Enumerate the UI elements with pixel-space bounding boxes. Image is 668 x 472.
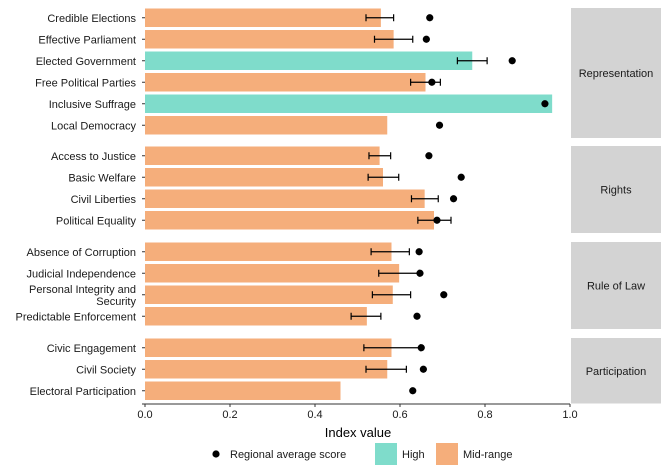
legend-high-label: High [402, 449, 425, 461]
category-label: Free Political Parties [35, 77, 136, 89]
regional-average-point [440, 291, 448, 299]
bar [145, 264, 400, 283]
bar [145, 146, 380, 165]
bar [145, 8, 381, 27]
facet-strip-label: Rights [600, 185, 632, 197]
regional-average-point [433, 216, 441, 224]
bar [145, 168, 383, 187]
facet-strip [571, 8, 661, 138]
regional-average-point [413, 312, 421, 320]
category-label: Predictable Enforcement [16, 311, 136, 323]
regional-average-point [416, 269, 424, 277]
bar [145, 285, 393, 304]
bar [145, 307, 367, 326]
regional-average-point [425, 152, 433, 160]
category-label: Access to Justice [51, 151, 136, 163]
legend-midrange-label: Mid-range [463, 449, 513, 461]
regional-average-point [457, 173, 465, 181]
bar [145, 360, 388, 379]
x-tick-label: 0.0 [137, 409, 152, 421]
regional-average-point [508, 57, 516, 65]
regional-average-point [435, 121, 444, 129]
legend-high-swatch [375, 443, 397, 465]
category-label: Civil Society [76, 364, 136, 376]
legend-avg-swatch [212, 450, 220, 458]
regional-average-point [419, 365, 427, 373]
x-tick-label: 0.2 [222, 409, 237, 421]
regional-average-point [428, 78, 436, 86]
legend-midrange-swatch [436, 443, 458, 465]
category-label: Credible Elections [47, 13, 136, 25]
facet-strip [571, 242, 661, 329]
category-label: Civil Liberties [71, 194, 137, 206]
regional-average-point [541, 100, 549, 108]
regional-average-point [426, 14, 434, 22]
bar [145, 381, 341, 400]
x-tick-label: 0.6 [392, 409, 407, 421]
facet-strip [571, 146, 661, 233]
bar [145, 211, 434, 230]
bar [145, 242, 392, 261]
category-label: Local Democracy [51, 120, 136, 132]
x-tick-label: 0.4 [307, 409, 322, 421]
category-label: Personal Integrity and Security [29, 284, 137, 308]
category-label: Judicial Independence [27, 268, 136, 280]
category-label: Elected Government [36, 56, 136, 68]
bar [145, 338, 392, 357]
x-tick-label: 0.8 [477, 409, 492, 421]
x-tick-label: 1.0 [562, 409, 577, 421]
regional-average-point [415, 248, 423, 256]
facet-strip-label: Participation [586, 366, 647, 378]
regional-average-point [409, 387, 417, 395]
category-label: Absence of Corruption [27, 247, 136, 259]
bar [145, 30, 394, 49]
category-label: Effective Parliament [38, 34, 136, 46]
category-label: Civic Engagement [47, 343, 136, 355]
facet-strip [571, 338, 661, 404]
bar [145, 189, 425, 208]
x-axis-title: Index value [325, 425, 392, 440]
bar [145, 51, 473, 70]
legend-avg-label: Regional average score [230, 449, 346, 461]
category-label: Political Equality [56, 215, 137, 227]
regional-average-point [422, 35, 430, 43]
bar [145, 116, 388, 135]
category-label: Electoral Participation [30, 386, 136, 398]
regional-average-point [417, 344, 425, 352]
bar [145, 94, 553, 113]
facet-strip-label: Rule of Law [587, 281, 645, 293]
facet-strip-label: Representation [579, 68, 654, 80]
bar [145, 73, 426, 92]
category-label: Inclusive Suffrage [49, 99, 136, 111]
category-label: Basic Welfare [68, 172, 136, 184]
regional-average-point [449, 195, 458, 203]
